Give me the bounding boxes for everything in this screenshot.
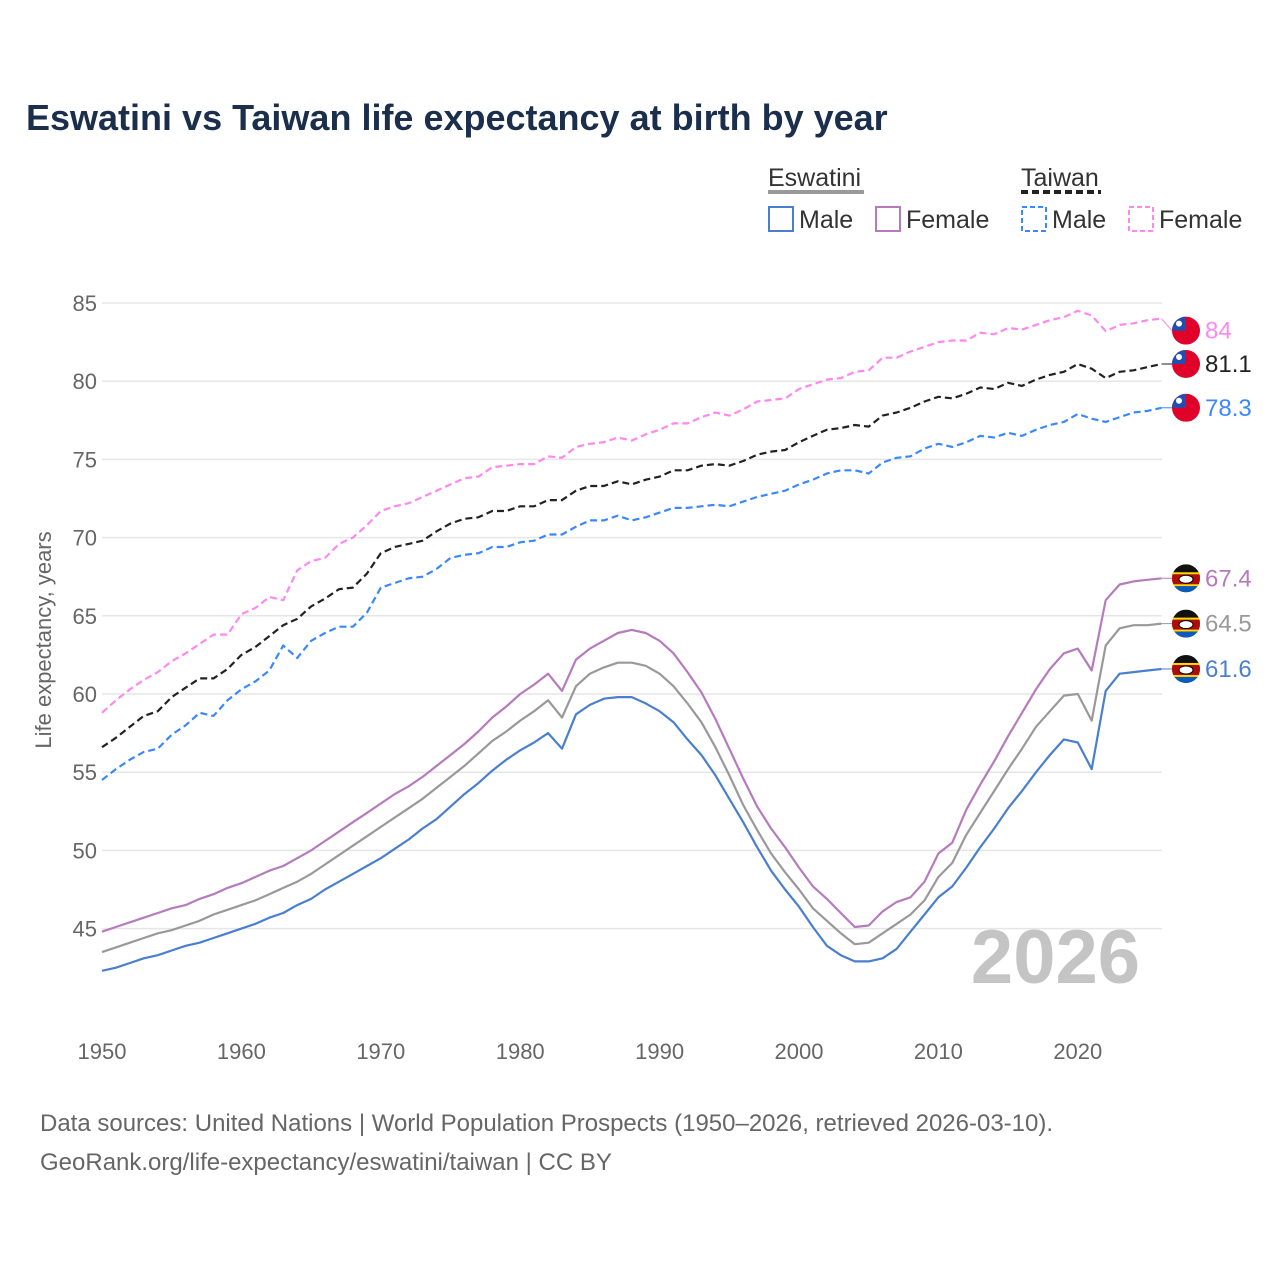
x-tick-label: 1950: [78, 1039, 127, 1064]
x-tick-label: 2010: [914, 1039, 963, 1064]
flag-taiwan-icon: [1172, 393, 1200, 422]
series-line-eswatini-total: [101, 622, 1162, 954]
y-tick-label: 80: [73, 369, 97, 394]
x-tick-label: 2000: [775, 1039, 824, 1064]
flag-body: [1172, 349, 1200, 378]
flag-body: [1172, 609, 1200, 638]
flag-blue: [1172, 676, 1200, 683]
end-connector: [1161, 318, 1173, 331]
x-tick-label: 1960: [217, 1039, 266, 1064]
flag-body: [1172, 564, 1200, 593]
source-line-2[interactable]: GeoRank.org/life-expectancy/eswatini/tai…: [40, 1149, 612, 1176]
end-value-label: 61.6: [1205, 656, 1252, 683]
y-tick-label: 50: [73, 838, 97, 863]
end-value-label: 81.1: [1205, 351, 1252, 378]
flag-blue: [1172, 631, 1200, 638]
legend-taiwan-female[interactable]: Female: [1159, 206, 1242, 234]
flag-taiwan-icon: [1172, 349, 1200, 378]
flag-body: [1172, 316, 1200, 345]
series-line-taiwan-male: [101, 406, 1162, 781]
flag-sun-icon: [1176, 397, 1182, 404]
legend-group-taiwan: Taiwan: [1021, 164, 1099, 192]
flag-sun-icon: [1176, 353, 1182, 360]
y-axis-label: Life expectancy, years: [31, 531, 56, 748]
flag-sun-icon: [1176, 320, 1182, 327]
legend-eswatini-female[interactable]: Female: [906, 206, 989, 234]
y-tick-label: 45: [73, 917, 97, 942]
legend-taiwan-male[interactable]: Male: [1052, 206, 1106, 234]
flag-taiwan-icon: [1172, 316, 1200, 345]
legend: Eswatini Male Female Taiwan Male Female: [768, 164, 1242, 234]
x-tick-label: 1970: [356, 1039, 405, 1064]
end-value-label: 78.3: [1205, 395, 1252, 422]
end-value-label: 84: [1205, 318, 1232, 345]
flag-eswatini-icon: [1172, 654, 1200, 683]
flag-body: [1172, 654, 1200, 683]
series-line-eswatini-male: [101, 667, 1162, 972]
source-line-1: Data sources: United Nations | World Pop…: [40, 1110, 1053, 1137]
legend-eswatini-female-swatch: [875, 206, 901, 232]
legend-taiwan-male-swatch: [1021, 206, 1047, 232]
x-tick-label: 2020: [1053, 1039, 1102, 1064]
chart-title: Eswatini vs Taiwan life expectancy at bi…: [26, 97, 888, 138]
flag-shield-icon: [1178, 574, 1194, 584]
y-tick-label: 55: [73, 760, 97, 785]
flag-eswatini-icon: [1172, 609, 1200, 638]
series-line-taiwan-total: [101, 362, 1162, 749]
x-tick-label: 1980: [496, 1039, 545, 1064]
flag-eswatini-icon: [1172, 564, 1200, 593]
y-tick-label: 75: [73, 447, 97, 472]
flag-shield-icon: [1178, 665, 1194, 675]
series-line-eswatini-female: [101, 577, 1162, 933]
flag-blue: [1172, 586, 1200, 593]
end-value-label: 64.5: [1205, 611, 1252, 638]
legend-eswatini-male-swatch: [768, 206, 794, 232]
series-line-taiwan-female: [101, 309, 1162, 714]
y-tick-label: 60: [73, 682, 97, 707]
legend-taiwan-female-swatch: [1128, 206, 1154, 232]
flag-body: [1172, 393, 1200, 422]
y-tick-label: 65: [73, 604, 97, 629]
x-tick-label: 1990: [635, 1039, 684, 1064]
legend-eswatini-male[interactable]: Male: [799, 206, 853, 234]
end-value-label: 67.4: [1205, 565, 1252, 592]
year-watermark: 2026: [971, 915, 1140, 1000]
y-tick-label: 70: [73, 526, 97, 551]
legend-group-eswatini: Eswatini: [768, 164, 861, 192]
y-tick-label: 85: [73, 291, 97, 316]
flag-shield-icon: [1178, 620, 1194, 630]
